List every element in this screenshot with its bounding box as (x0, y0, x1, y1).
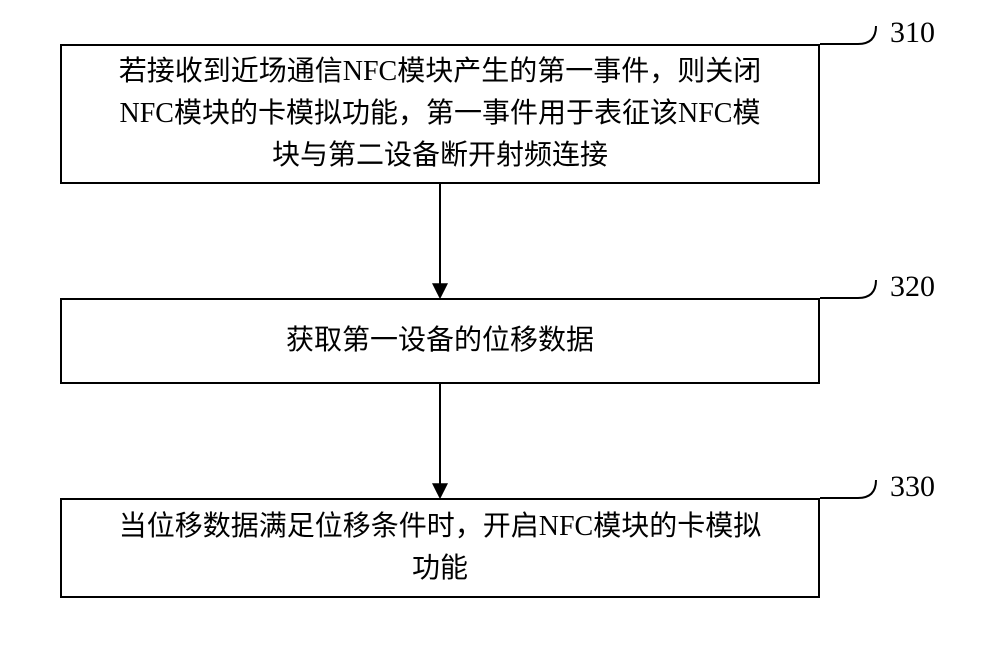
node-320-line-1: 获取第一设备的位移数据 (286, 320, 594, 362)
node-310-label: 310 (890, 16, 935, 50)
node-330-line-1: 当位移数据满足位移条件时，开启NFC模块的卡模拟 (119, 506, 761, 548)
flow-node-320: 获取第一设备的位移数据 (60, 298, 820, 384)
node-310-line-1: 若接收到近场通信NFC模块产生的第一事件，则关闭 (119, 51, 761, 93)
flowchart-canvas: 若接收到近场通信NFC模块产生的第一事件，则关闭 NFC模块的卡模拟功能，第一事… (0, 0, 1000, 652)
callout-330 (820, 480, 876, 498)
node-320-label: 320 (890, 270, 935, 304)
callout-310 (820, 26, 876, 44)
node-310-line-2: NFC模块的卡模拟功能，第一事件用于表征该NFC模 (119, 93, 761, 135)
flow-node-330: 当位移数据满足位移条件时，开启NFC模块的卡模拟 功能 (60, 498, 820, 598)
node-330-line-2: 功能 (119, 548, 761, 590)
node-330-label: 330 (890, 470, 935, 504)
node-310-line-3: 块与第二设备断开射频连接 (119, 135, 761, 177)
callout-320 (820, 280, 876, 298)
flow-node-310: 若接收到近场通信NFC模块产生的第一事件，则关闭 NFC模块的卡模拟功能，第一事… (60, 44, 820, 184)
